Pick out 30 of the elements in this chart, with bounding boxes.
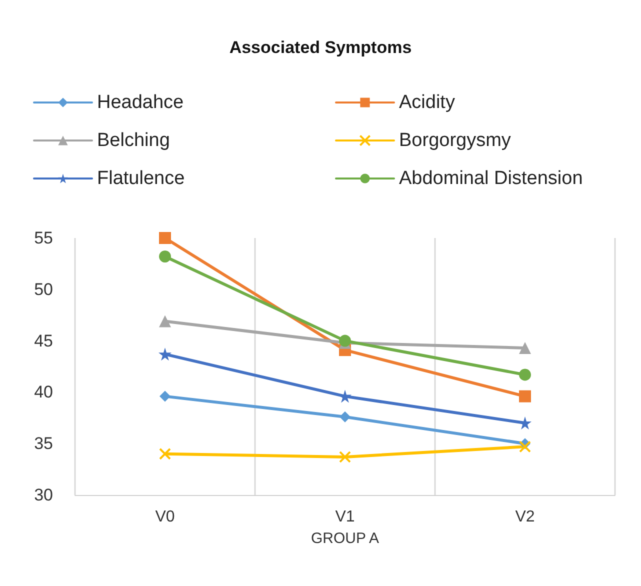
legend-label: Flatulence — [97, 168, 185, 189]
point — [338, 390, 352, 403]
x-axis-title: GROUP A — [310, 530, 380, 547]
point — [159, 315, 171, 328]
legend-label: Headahce — [97, 92, 184, 113]
y-tick-label: 45 — [34, 331, 53, 350]
point — [339, 450, 351, 463]
y-tick-label: 35 — [34, 434, 53, 454]
legend-label: Belching — [97, 130, 170, 151]
point — [159, 448, 171, 460]
point — [519, 390, 531, 402]
legend-label: Acidity — [399, 92, 456, 113]
point — [519, 440, 531, 453]
point — [519, 368, 531, 381]
point — [159, 250, 171, 262]
x-tick-label: V0 — [155, 508, 175, 526]
point — [160, 390, 170, 402]
legend-label: Abdominal Distension — [399, 168, 583, 189]
point — [158, 348, 172, 361]
x-tick-label: V2 — [515, 508, 535, 526]
y-tick-label: 40 — [34, 382, 53, 402]
y-tick-label: 50 — [34, 280, 53, 299]
point — [519, 342, 531, 354]
y-tick-label: 55 — [34, 228, 53, 248]
y-tick-label: 30 — [34, 486, 53, 504]
x-tick-label: V1 — [335, 508, 355, 526]
point — [159, 232, 171, 244]
chart-title: Associated Symptoms — [229, 38, 412, 57]
legend-label: Borgorgysmy — [399, 130, 512, 151]
point — [340, 411, 350, 422]
